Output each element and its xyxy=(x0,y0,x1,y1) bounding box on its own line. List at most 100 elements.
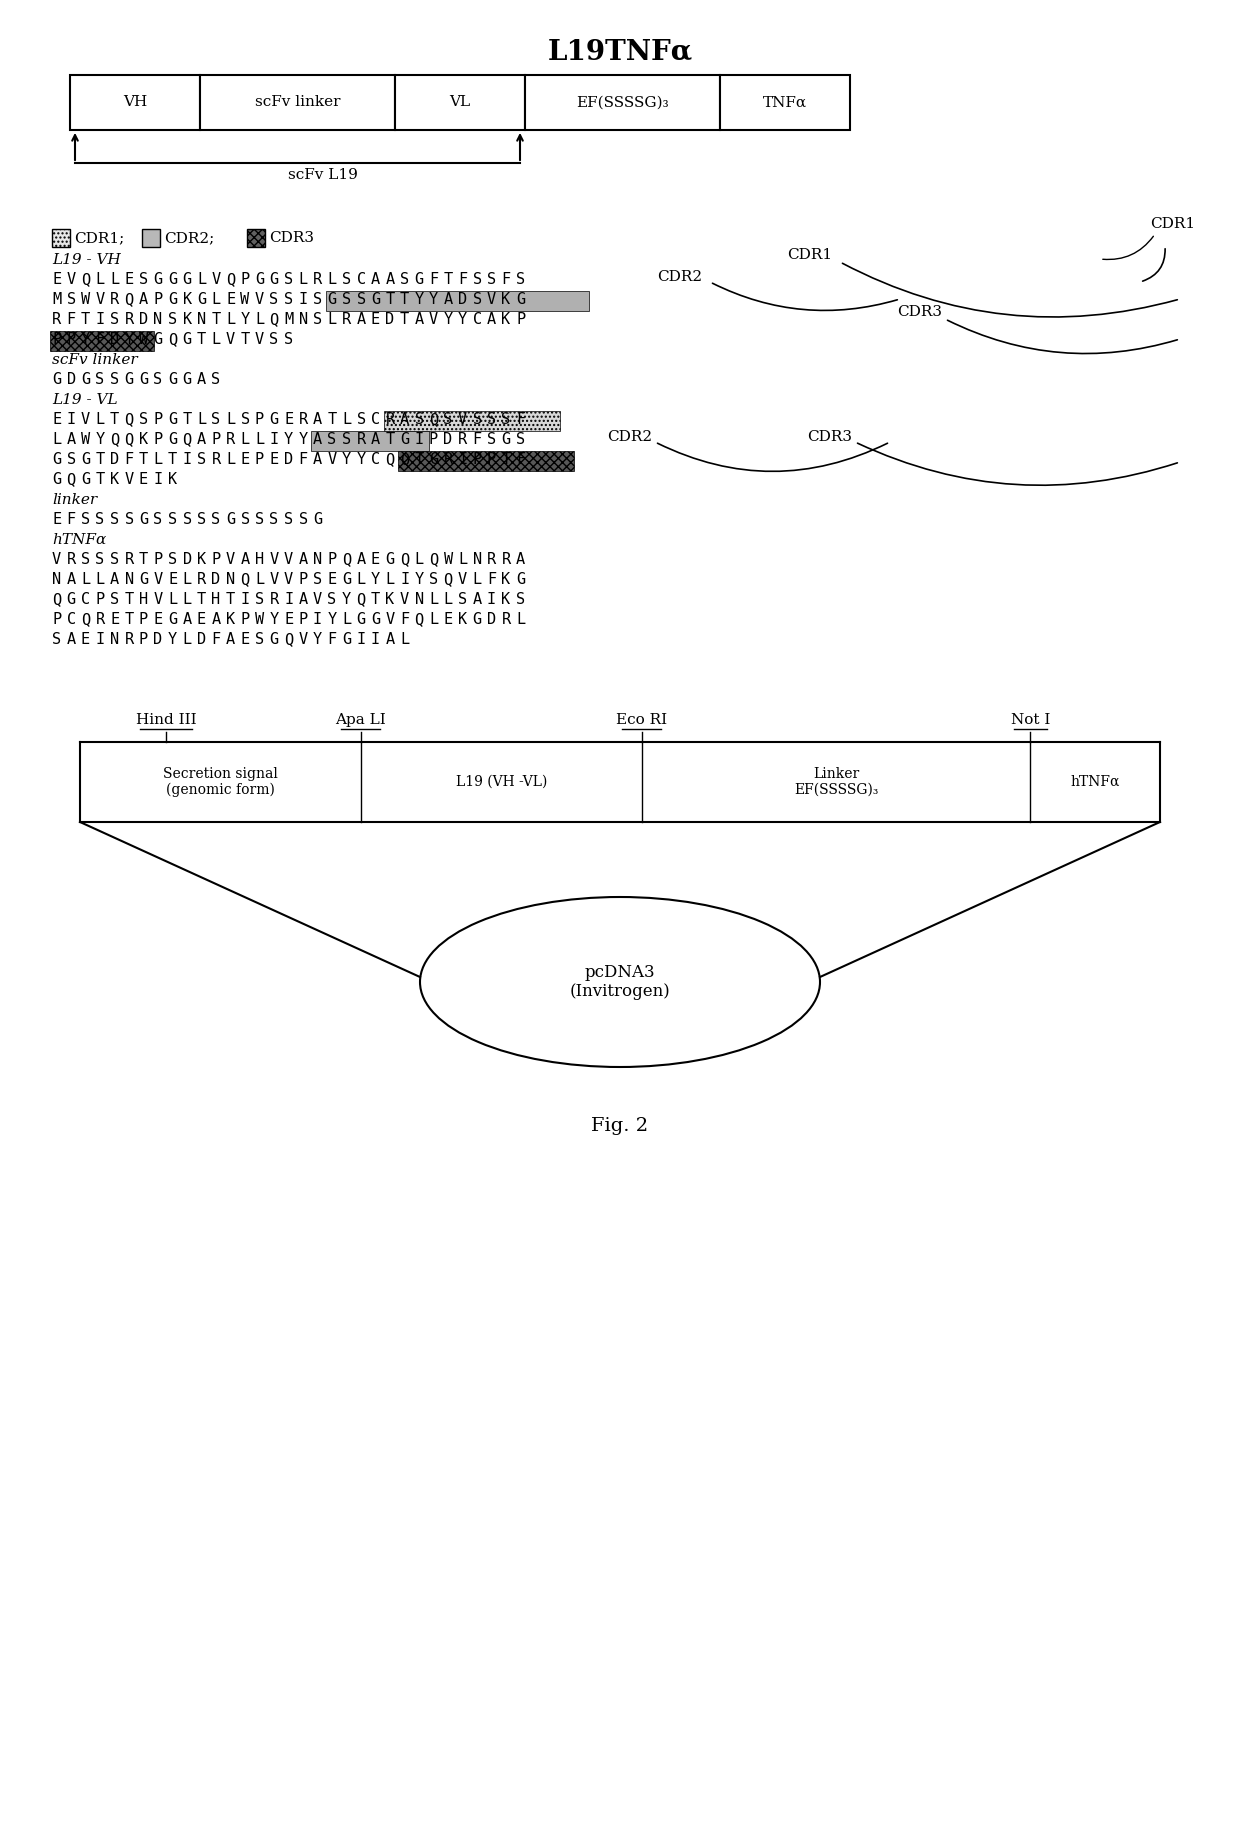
Text: Y: Y xyxy=(444,311,453,328)
Text: L: L xyxy=(516,611,525,628)
Text: Eco RI: Eco RI xyxy=(616,714,667,727)
Text: N: N xyxy=(110,631,119,648)
Text: N: N xyxy=(472,553,481,567)
Text: S: S xyxy=(182,512,192,527)
Text: V: V xyxy=(269,573,279,587)
Text: S: S xyxy=(357,412,366,426)
Text: S: S xyxy=(255,512,264,527)
Bar xyxy=(720,75,849,130)
Text: L: L xyxy=(429,611,438,628)
Text: G: G xyxy=(167,371,177,386)
Text: Fig. 2: Fig. 2 xyxy=(591,1116,649,1135)
Text: S: S xyxy=(110,591,119,608)
Text: V: V xyxy=(284,553,293,567)
Text: A: A xyxy=(444,293,453,307)
Text: S: S xyxy=(139,273,148,287)
Text: V: V xyxy=(67,273,76,287)
Text: E: E xyxy=(226,293,236,307)
Text: T: T xyxy=(110,412,119,426)
Text: P: P xyxy=(299,573,308,587)
Text: G: G xyxy=(139,573,148,587)
Text: G: G xyxy=(516,573,525,587)
Text: T: T xyxy=(95,452,104,467)
Text: G: G xyxy=(269,631,279,648)
Text: G: G xyxy=(312,512,322,527)
Text: K: K xyxy=(226,611,236,628)
Text: G: G xyxy=(371,293,381,307)
Text: V: V xyxy=(458,412,467,426)
Text: S: S xyxy=(139,412,148,426)
Text: L: L xyxy=(472,573,481,587)
Text: S: S xyxy=(67,293,76,307)
Text: A: A xyxy=(312,412,322,426)
Text: L: L xyxy=(414,553,424,567)
Bar xyxy=(143,229,160,247)
Text: S: S xyxy=(269,331,279,348)
Text: T: T xyxy=(327,412,336,426)
Text: S: S xyxy=(501,412,511,426)
Text: L: L xyxy=(386,573,394,587)
Text: CDR3: CDR3 xyxy=(807,430,853,445)
Text: D: D xyxy=(487,611,496,628)
Text: L: L xyxy=(299,273,308,287)
Text: V: V xyxy=(269,553,279,567)
Text: E: E xyxy=(284,611,293,628)
Text: V: V xyxy=(226,553,236,567)
Text: E: E xyxy=(371,553,381,567)
Text: S: S xyxy=(284,273,293,287)
Text: Q: Q xyxy=(110,432,119,447)
Text: T: T xyxy=(444,273,453,287)
Text: S: S xyxy=(255,631,264,648)
Text: R: R xyxy=(501,611,511,628)
Text: T: T xyxy=(197,591,206,608)
Text: Y: Y xyxy=(429,293,438,307)
Text: A: A xyxy=(110,573,119,587)
Text: G: G xyxy=(52,371,61,386)
Text: L: L xyxy=(182,631,192,648)
Text: S: S xyxy=(110,512,119,527)
Text: W: W xyxy=(444,553,453,567)
Text: L: L xyxy=(95,573,104,587)
Text: S: S xyxy=(167,512,177,527)
Text: G: G xyxy=(81,371,91,386)
Text: G: G xyxy=(342,631,351,648)
Text: R: R xyxy=(124,311,134,328)
Text: Q: Q xyxy=(124,412,134,426)
Text: S: S xyxy=(95,371,104,386)
Text: T: T xyxy=(401,293,409,307)
Text: E: E xyxy=(81,631,91,648)
Text: R: R xyxy=(52,311,61,328)
Text: G: G xyxy=(154,331,162,348)
Text: I: I xyxy=(241,591,249,608)
Text: Q: Q xyxy=(124,432,134,447)
Text: Q: Q xyxy=(226,273,236,287)
Text: G: G xyxy=(327,293,336,307)
Text: V: V xyxy=(255,293,264,307)
Text: A: A xyxy=(472,591,481,608)
Text: R: R xyxy=(95,611,104,628)
Text: R: R xyxy=(342,311,351,328)
Text: T: T xyxy=(197,331,206,348)
Text: R: R xyxy=(124,553,134,567)
Text: E: E xyxy=(52,273,61,287)
Text: G: G xyxy=(414,273,424,287)
Text: CDR2: CDR2 xyxy=(657,271,703,284)
Text: I: I xyxy=(487,591,496,608)
Text: CDR3: CDR3 xyxy=(269,231,314,245)
Text: V: V xyxy=(52,553,61,567)
Text: R: R xyxy=(197,573,206,587)
Text: G: G xyxy=(472,611,481,628)
Text: T: T xyxy=(386,432,394,447)
Text: R: R xyxy=(67,553,76,567)
Text: P: P xyxy=(95,591,104,608)
Text: R: R xyxy=(269,591,279,608)
Text: G: G xyxy=(139,512,148,527)
Bar xyxy=(383,412,559,432)
Text: L: L xyxy=(226,311,236,328)
Text: F: F xyxy=(487,573,496,587)
Text: Y: Y xyxy=(269,611,279,628)
Text: S: S xyxy=(327,432,336,447)
Text: T: T xyxy=(167,452,177,467)
Text: Y: Y xyxy=(299,432,308,447)
Text: G: G xyxy=(81,472,91,487)
